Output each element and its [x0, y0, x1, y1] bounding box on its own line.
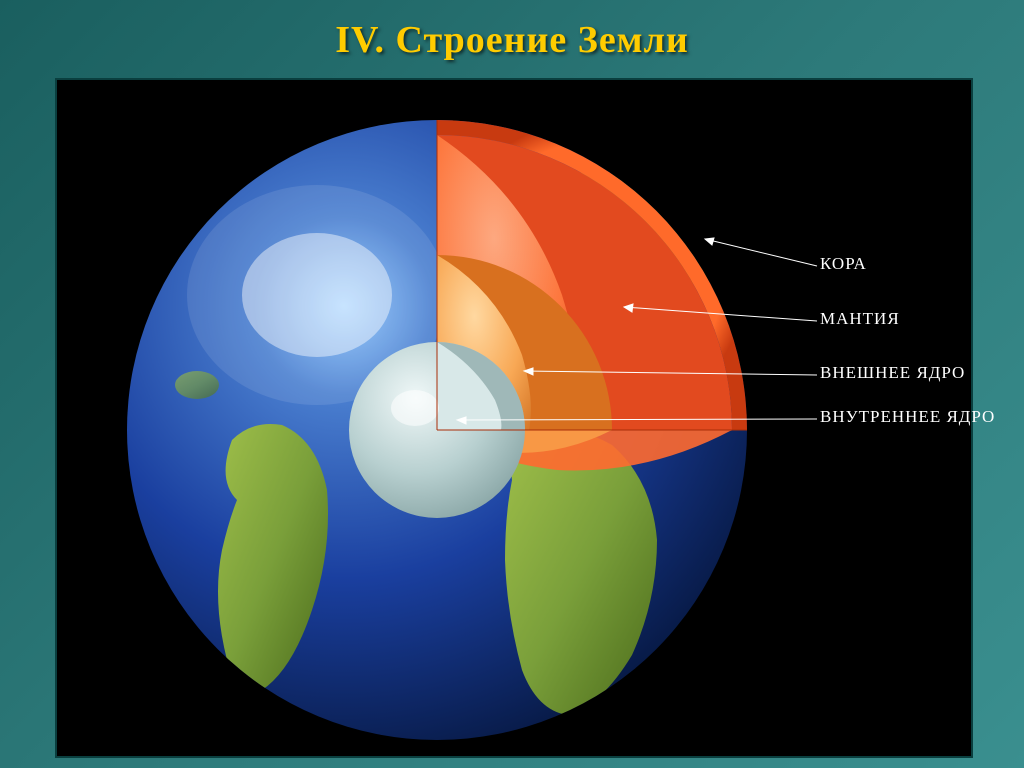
label-mantle: МАНТИЯ [820, 309, 900, 329]
earth-diagram: КОРА МАНТИЯ ВНЕШНЕЕ ЯДРО ВНУТРЕННЕЕ ЯДРО [57, 80, 971, 756]
label-crust: КОРА [820, 254, 867, 274]
label-outer-core: ВНЕШНЕЕ ЯДРО [820, 363, 965, 383]
label-inner-core: ВНУТРЕННЕЕ ЯДРО [820, 407, 995, 427]
slide-title: IV. Строение Земли [0, 0, 1024, 62]
diagram-frame: КОРА МАНТИЯ ВНЕШНЕЕ ЯДРО ВНУТРЕННЕЕ ЯДРО [55, 78, 973, 758]
